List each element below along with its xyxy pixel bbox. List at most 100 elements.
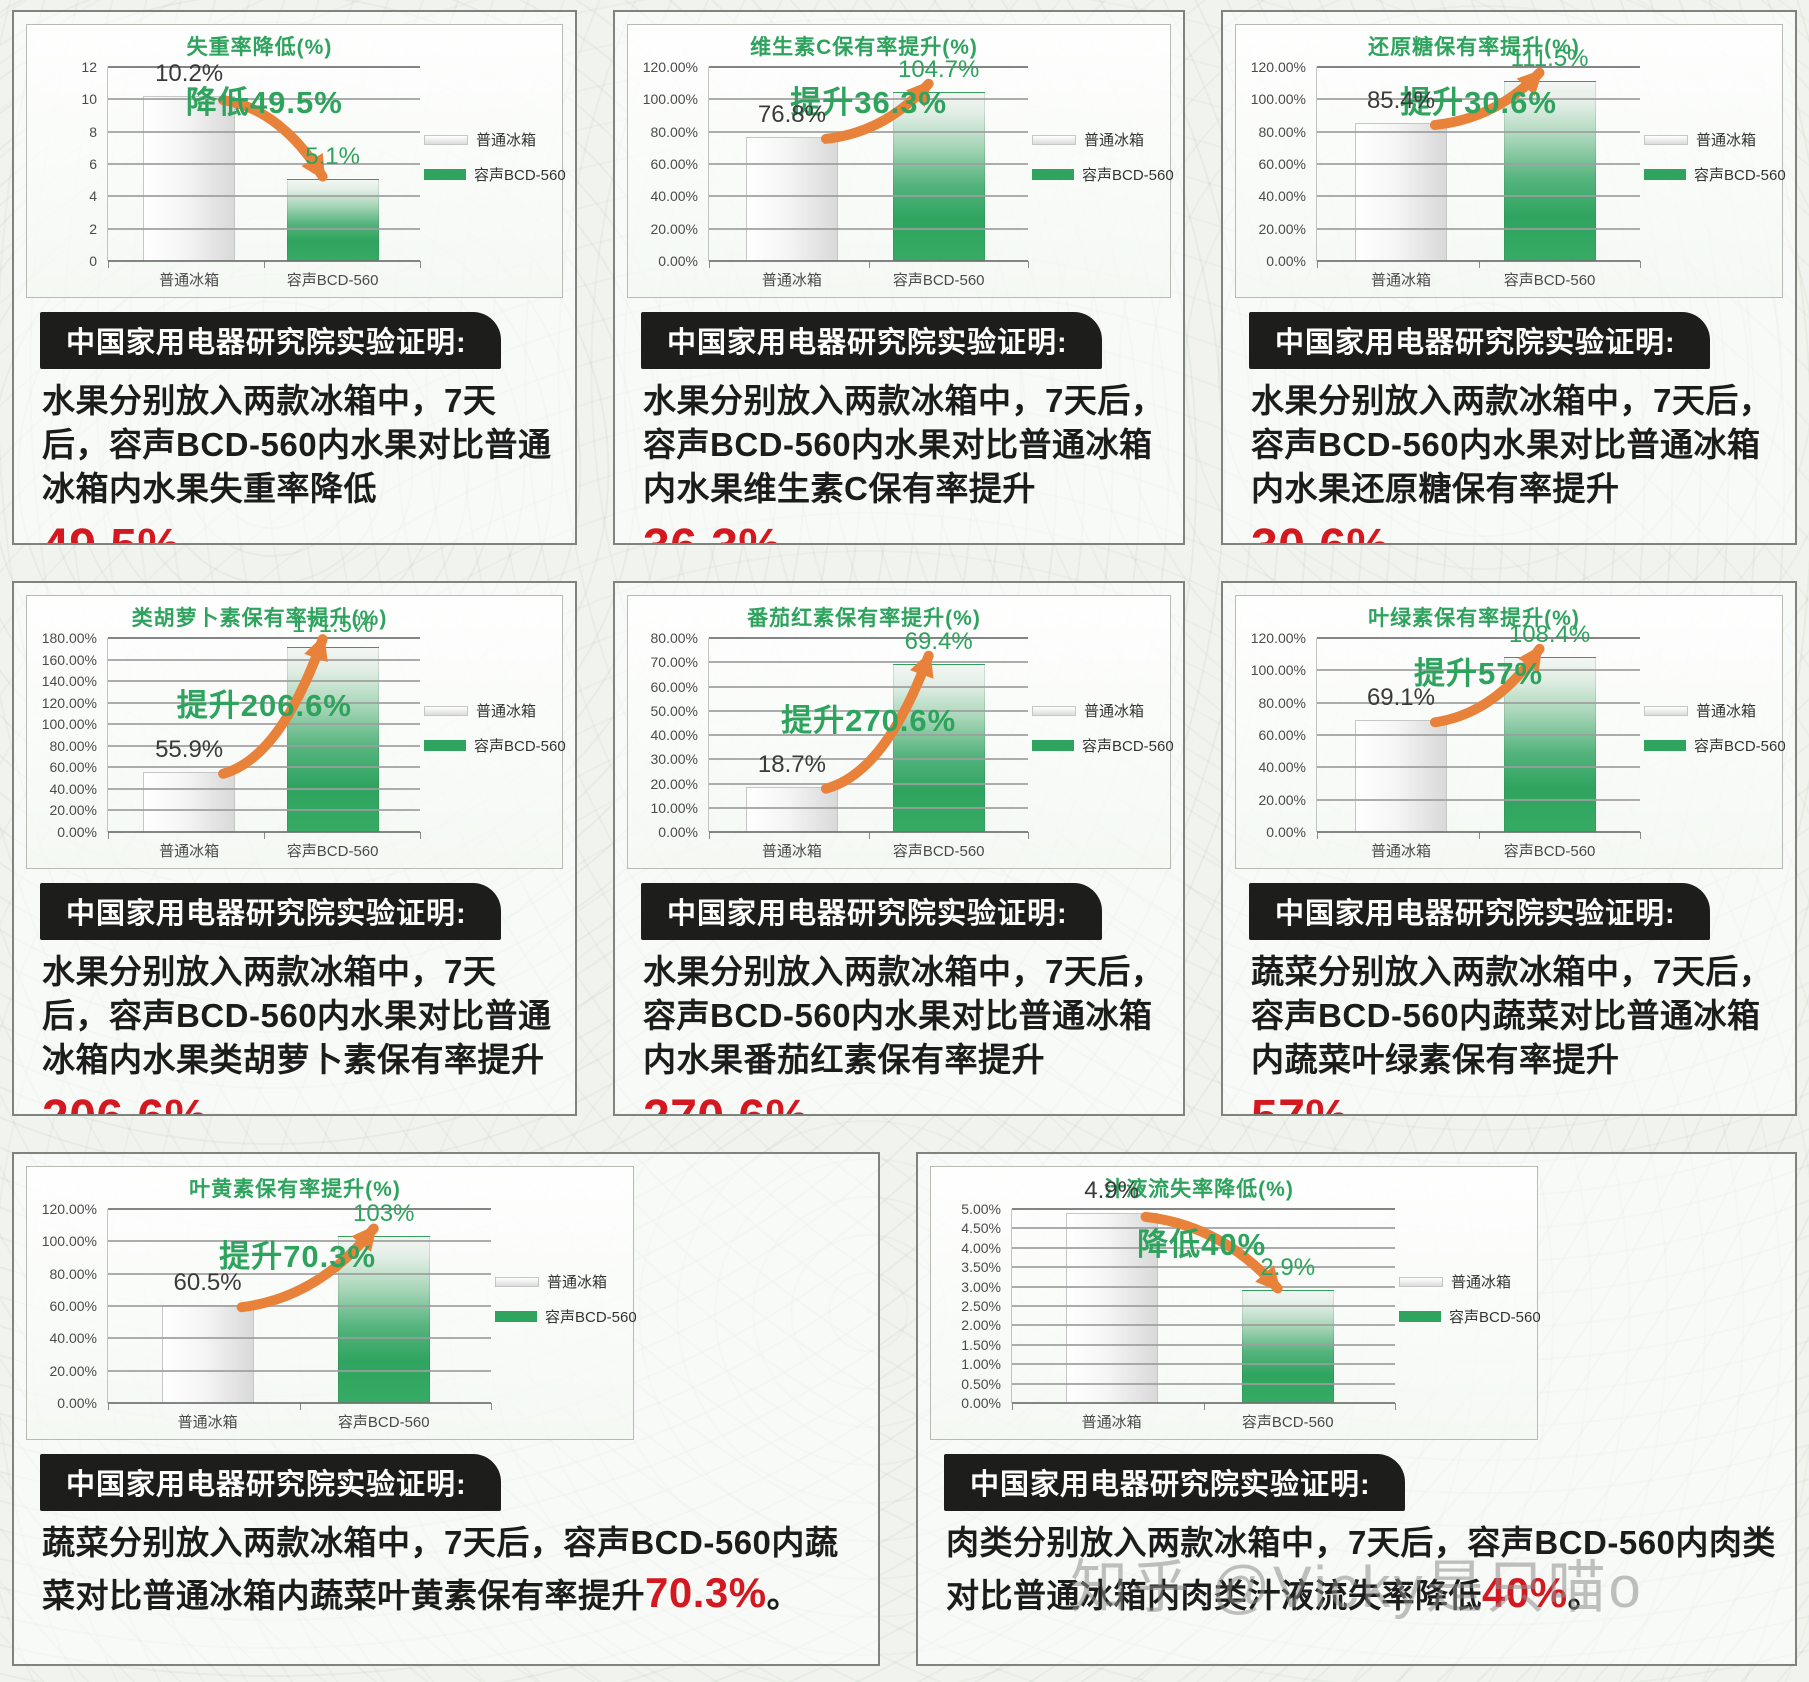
highlight-percentage: 206.6%: [42, 1086, 208, 1114]
value-label: 69.4%: [904, 627, 973, 655]
legend-swatch-normal-icon: [495, 1276, 539, 1287]
y-tick-label: 60.00%: [650, 156, 698, 172]
grid-line: [108, 163, 420, 165]
legend-label: 普通冰箱: [547, 1274, 608, 1291]
y-axis: 180.00% 160.00% 140.00% 120.00% 100.00% 80.00…: [35, 630, 101, 840]
description-period: 。: [1390, 532, 1424, 543]
legend-item: 容声BCD-560: [1644, 164, 1786, 185]
legend-label: 容声BCD-560: [474, 167, 566, 184]
x-axis-tick: [1395, 1403, 1396, 1410]
x-category-label: 普通冰箱: [1081, 1414, 1142, 1431]
experiment-panel: 维生素C保有率提升(%) 120.00% 100.00% 80.00% 60.00% 4…: [613, 10, 1185, 545]
bar-chart: 还原糖保有率提升(%) 120.00% 100.00% 80.00% 60.00% 40…: [1235, 24, 1786, 298]
legend-label: 普通冰箱: [476, 703, 537, 720]
experiment-panel: 番茄红素保有率提升(%) 80.00% 70.00% 60.00% 50.00% 40.…: [613, 581, 1185, 1116]
value-label: 60.5%: [173, 1269, 242, 1297]
legend-label: 普通冰箱: [1696, 703, 1757, 720]
y-tick-label: 80.00%: [650, 630, 698, 646]
experiment-description: 水果分别放入两款冰箱中，7天后，容声BCD-560内水果对比普通冰箱内水果还原糖…: [1251, 379, 1777, 543]
lab-proof-header: 中国家用电器研究院实验证明:: [641, 312, 1102, 369]
grid-line: [1012, 1363, 1395, 1366]
y-tick-label: 120.00%: [642, 59, 698, 75]
chart-plot: 提升36.3% 76.8% 普通冰箱 104.7% 容声BCD-560: [708, 56, 1029, 289]
legend-swatch-green-icon: [1399, 1311, 1441, 1322]
chart-legend: 普通冰箱 容声BCD-560: [1032, 23, 1174, 291]
bar-normal-fridge: [745, 136, 838, 261]
y-tick-label: 100.00%: [642, 91, 698, 108]
grid-line: [108, 227, 420, 230]
y-tick-label: 40.00%: [650, 727, 698, 743]
x-axis-tick: [299, 1403, 301, 1410]
legend-swatch-normal-icon: [1644, 705, 1688, 716]
grid-line: [709, 685, 1028, 688]
grid-line: [108, 1305, 491, 1307]
value-label: 18.7%: [757, 750, 826, 778]
experiment-panel: 失重率降低(%) 12 10 8 6 4 2 0 降低49.5% 10.2% 普通冰箱 5.1%…: [12, 10, 577, 545]
x-category-label: 普通冰箱: [1370, 272, 1431, 289]
highlight-percentage: 40%: [1482, 1568, 1568, 1616]
y-tick-label: 0.00%: [658, 253, 698, 269]
description-text: 水果分别放入两款冰箱中，7天后，容声BCD-560内水果对比普通冰箱内水果还原糖…: [1251, 382, 1773, 507]
legend-item: 容声BCD-560: [1644, 735, 1786, 756]
lab-proof-header: 中国家用电器研究院实验证明:: [641, 883, 1102, 940]
highlight-percentage: 36.3%: [643, 515, 782, 543]
y-tick-label: 30.00%: [650, 751, 698, 768]
grid-line: [709, 98, 1028, 101]
bar-bcd560: [1503, 80, 1596, 261]
legend-item: 普通冰箱: [1032, 700, 1160, 721]
description-text: 蔬菜分别放入两款冰箱中，7天后，容声BCD-560内蔬菜对比普通冰箱内蔬菜叶黄素…: [42, 1524, 839, 1614]
chart-legend: 普通冰箱 容声BCD-560: [495, 1165, 637, 1433]
grid-line: [709, 227, 1028, 230]
legend-swatch-normal-icon: [1644, 134, 1688, 145]
legend-swatch-normal-icon: [1032, 705, 1076, 716]
x-category-label: 普通冰箱: [177, 1414, 238, 1431]
y-axis: 5.00% 4.50% 4.00% 3.50% 3.00% 2.50% 2.00% 1.50%…: [939, 1201, 1005, 1411]
value-label: 171.5%: [291, 611, 374, 639]
bar-normal-fridge: [1065, 1212, 1158, 1403]
grid-line: [1012, 1324, 1395, 1327]
legend-item: 普通冰箱: [1644, 700, 1772, 721]
grid-line: [709, 734, 1028, 736]
grid-line: [108, 1240, 491, 1243]
x-category-label: 容声BCD-560: [1503, 843, 1596, 860]
legend-swatch-green-icon: [1644, 740, 1686, 751]
grid-line: [1317, 734, 1640, 736]
y-tick-label: 20.00%: [49, 1362, 97, 1379]
chart-legend: 普通冰箱容声BCD-560: [424, 594, 566, 862]
trend-arrow: [820, 78, 934, 144]
bar-normal-fridge: [161, 1305, 254, 1403]
trend-arrow: [1140, 1211, 1283, 1294]
x-category-label: 普通冰箱: [159, 843, 220, 860]
grid-line: [1317, 260, 1640, 262]
grid-line: [709, 260, 1028, 262]
grid-line: [1317, 766, 1640, 769]
chart-plot: 提升270.6% 18.7% 普通冰箱 69.4% 容声BCD-560: [708, 628, 1029, 860]
description-text: 水果分别放入两款冰箱中，7天后，容声BCD-560内水果对比普通冰箱内水果类胡萝…: [42, 953, 552, 1078]
chart-legend: 普通冰箱 容声BCD-560: [1399, 1165, 1541, 1433]
y-tick-label: 0.00%: [658, 824, 698, 840]
x-axis-tick: [1640, 832, 1641, 839]
value-label: 103%: [353, 1200, 415, 1228]
bar-normal-fridge: [143, 771, 236, 832]
grid-line: [108, 1337, 491, 1340]
y-tick-label: 0.00%: [1266, 253, 1306, 269]
y-tick-label: 0.50%: [961, 1375, 1001, 1392]
x-category-label: 容声BCD-560: [337, 1414, 430, 1431]
legend-swatch-normal-icon: [1032, 134, 1076, 145]
x-category-label: 普通冰箱: [159, 272, 220, 289]
bar-chart: 失重率降低(%) 12 10 8 6 4 2 0 降低49.5% 10.2% 普通冰箱 5.1%…: [26, 24, 566, 298]
grid-line: [108, 701, 420, 704]
value-label: 76.8%: [757, 100, 826, 128]
y-tick-label: 1.50%: [961, 1336, 1001, 1353]
y-tick-label: 40.00%: [650, 188, 698, 205]
legend-item: 容声BCD-560: [424, 735, 566, 756]
chart-plot: 降低49.5% 10.2% 普通冰箱 5.1% 容声BCD-560: [107, 60, 421, 289]
y-axis: 120.00% 100.00% 80.00% 60.00% 40.00% 20.00% 0.…: [1244, 59, 1310, 269]
value-label: 104.7%: [897, 55, 980, 83]
legend-swatch-green-icon: [1032, 169, 1074, 180]
x-axis-tick: [1012, 1403, 1013, 1410]
bar-normal-fridge: [745, 786, 838, 832]
chart-title: 类胡萝卜素保有率提升(%): [131, 607, 388, 630]
x-axis-tick: [709, 261, 710, 268]
